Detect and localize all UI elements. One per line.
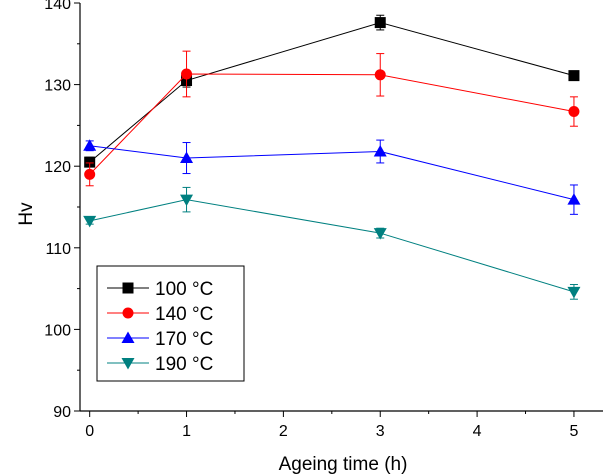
legend: 100 °C 140 °C 170 °C 190 °C <box>96 265 245 382</box>
series-3 <box>83 186 581 300</box>
legend-entry: 100 °C <box>107 279 213 300</box>
data-point <box>83 139 97 151</box>
legend-label: 140 °C <box>155 304 213 325</box>
legend-label: 170 °C <box>155 329 213 350</box>
series-line <box>89 199 575 293</box>
y-tick-label: 90 <box>53 404 71 421</box>
y-tick-label: 110 <box>45 241 71 258</box>
x-axis-label: Ageing time (h) <box>279 454 408 475</box>
x-tick-label: 5 <box>569 423 578 440</box>
data-point <box>84 168 96 180</box>
legend-entry: 190 °C <box>107 354 213 375</box>
chart-marks <box>83 14 581 300</box>
x-tick-label: 3 <box>376 423 385 440</box>
data-point <box>180 194 194 207</box>
series-2 <box>83 139 581 215</box>
data-point <box>181 68 193 80</box>
series-1 <box>84 50 580 187</box>
legend-box <box>96 265 245 382</box>
legend-marker <box>122 307 134 319</box>
data-point <box>374 69 386 81</box>
x-tick-label: 2 <box>279 423 288 440</box>
data-point <box>83 215 97 228</box>
legend-label: 100 °C <box>155 279 213 300</box>
legend-entry: 170 °C <box>107 329 213 350</box>
series-line <box>89 22 575 163</box>
series-0 <box>84 14 580 168</box>
legend-marker <box>121 358 135 370</box>
y-tick-label: 140 <box>44 0 71 13</box>
data-point <box>374 17 386 29</box>
data-point <box>373 228 387 240</box>
series-line <box>89 73 575 175</box>
legend-label: 190 °C <box>155 354 213 375</box>
data-point <box>567 286 581 299</box>
plot-area: 90 100 110 120 130 140 0 1 2 3 4 5 <box>44 0 603 440</box>
x-tick-label: 1 <box>182 423 191 440</box>
legend-entry: 140 °C <box>107 304 213 325</box>
y-axis-label: Hv <box>16 202 37 226</box>
x-tick-label: 4 <box>473 423 482 440</box>
y-tick-label: 130 <box>44 78 71 95</box>
data-point <box>84 156 96 168</box>
series-line <box>89 145 575 201</box>
y-tick-label: 100 <box>44 322 71 339</box>
legend-marker <box>121 331 135 343</box>
legend-marker <box>122 282 134 294</box>
data-point <box>568 70 580 82</box>
y-tick-label: 120 <box>44 159 71 176</box>
data-point <box>373 145 387 157</box>
data-point <box>567 193 581 205</box>
x-tick-label: 0 <box>85 423 94 440</box>
data-point <box>180 151 194 164</box>
data-point <box>568 106 580 118</box>
